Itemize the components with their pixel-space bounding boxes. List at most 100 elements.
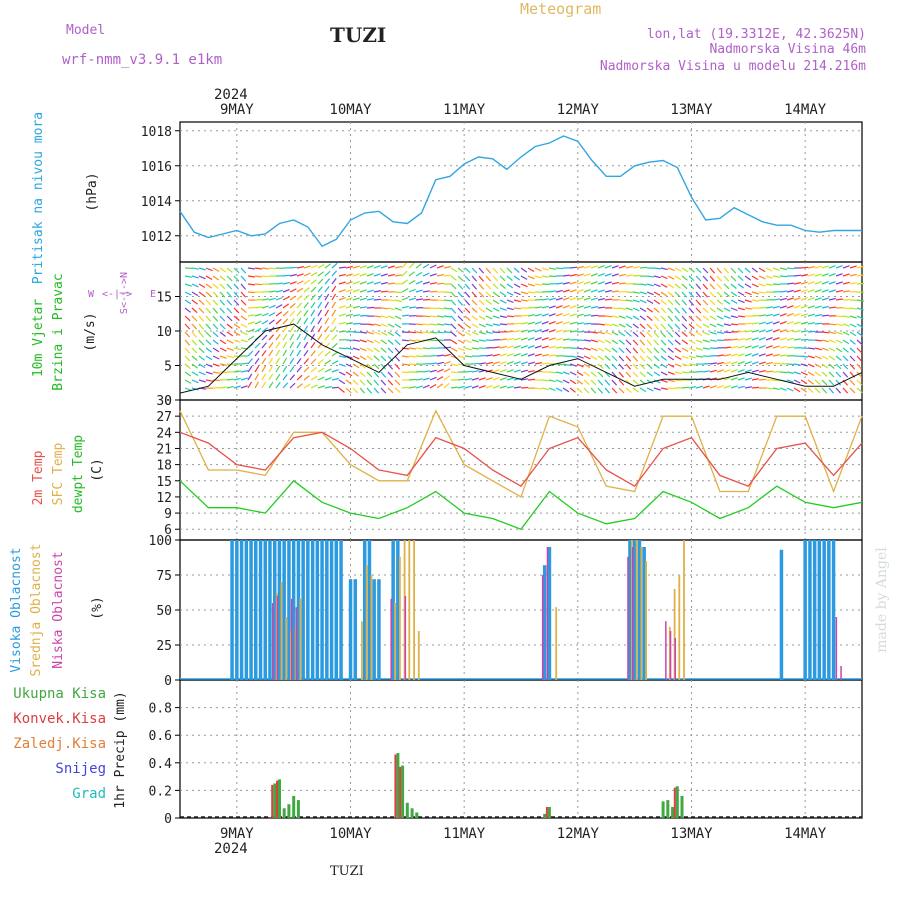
wind-arrow: [387, 339, 394, 345]
wind-arrow: [576, 266, 585, 269]
wind-arrow: [611, 387, 618, 394]
wind-arrow: [499, 291, 507, 297]
wind-arrow: [856, 299, 864, 302]
wind-arrow: [345, 379, 352, 385]
wind-arrow: [737, 330, 746, 333]
wind-arrow: [786, 346, 794, 349]
wind-arrow: [506, 369, 514, 373]
wind-arrow: [688, 323, 695, 330]
wind-arrow: [268, 312, 276, 317]
wind-arrow: [289, 288, 297, 293]
wind-unit: (m/s): [83, 312, 98, 351]
wind-arrow: [849, 355, 856, 362]
wind-arrow: [800, 297, 808, 301]
footer-station: TUZI: [330, 864, 364, 879]
wind-arrow: [737, 315, 745, 318]
wind-arrow: [394, 323, 402, 329]
wind-arrow: [436, 265, 444, 269]
wind-arrow: [401, 270, 408, 277]
wind-arrow: [282, 296, 290, 301]
high-cloud-bar: [827, 540, 831, 680]
wind-arrow: [198, 347, 205, 354]
mid-cloud-bar: [408, 540, 411, 680]
wind-arrow: [191, 315, 198, 322]
wind-arrow: [786, 282, 794, 285]
wind-arrow: [429, 369, 437, 373]
wind-arrow: [646, 363, 653, 370]
wind-arrow: [485, 354, 494, 357]
wind-arrow: [723, 315, 731, 319]
high-cloud-bar: [268, 540, 272, 680]
wind-arrow: [289, 281, 297, 285]
wind-arrow: [604, 363, 611, 370]
wind-arrow: [751, 361, 759, 365]
wind-arrow: [604, 339, 612, 344]
wind-arrow: [275, 289, 283, 293]
wind-arrow: [464, 339, 472, 344]
wind-arrow: [646, 355, 653, 362]
wind-arrow: [324, 386, 333, 389]
wind-arrow: [317, 271, 324, 277]
wind-arrow: [457, 307, 464, 314]
wind-arrow: [373, 315, 381, 318]
wind-arrow: [562, 297, 570, 301]
wind-arrow: [191, 323, 198, 330]
high-cloud-bar: [334, 540, 338, 680]
wind-arrow: [380, 290, 389, 293]
mid-cloud-bar: [275, 593, 278, 680]
tick-label: 1014: [141, 195, 172, 210]
wind-arrow: [842, 355, 849, 362]
wind-arrow: [408, 279, 416, 285]
wind-arrow: [702, 339, 710, 343]
high-cloud-bar: [779, 549, 784, 680]
wind-arrow: [646, 299, 654, 305]
wind-arrow: [597, 281, 605, 285]
wind-arrow: [506, 377, 514, 381]
wind-arrow: [576, 355, 584, 359]
wind-arrow: [464, 315, 471, 322]
wind-arrow: [415, 385, 423, 389]
wind-arrow: [541, 305, 549, 309]
wind-arrow: [317, 359, 324, 365]
wind-arrow: [730, 345, 738, 349]
wind-arrow: [422, 347, 431, 350]
wind-arrow: [653, 315, 660, 322]
wind-arrow: [331, 334, 338, 341]
wind-arrow: [660, 283, 668, 288]
wind-arrow: [730, 369, 738, 373]
wind-arrow: [821, 305, 829, 309]
wind-arrow: [772, 379, 781, 382]
wind-arrow: [282, 281, 290, 285]
wind-arrow: [849, 379, 856, 386]
wind-arrow: [226, 339, 234, 344]
wind-arrow: [674, 275, 682, 281]
wind-arrow: [359, 297, 367, 301]
wind-arrow: [520, 386, 529, 389]
wind-arrow: [485, 331, 494, 334]
wind-arrow: [779, 313, 787, 317]
wind-arrow: [499, 361, 507, 365]
wind-arrow: [317, 385, 325, 389]
wind-arrow: [310, 367, 317, 373]
wind-arrow: [422, 281, 430, 285]
wind-arrow: [765, 313, 773, 317]
wind-arrow: [667, 275, 675, 280]
wind-arrow: [576, 371, 584, 377]
wind-arrow: [576, 322, 585, 325]
wind-arrow: [331, 317, 337, 325]
high-cloud-bar: [372, 579, 376, 680]
wind-arrow: [184, 339, 191, 346]
high-cloud-bar: [310, 540, 315, 680]
wind-arrow: [282, 289, 290, 293]
wind-arrow: [408, 363, 417, 366]
wind-arrow: [590, 273, 598, 277]
wind-arrow: [856, 315, 864, 320]
wind-arrow: [289, 273, 297, 277]
wind-arrow: [415, 331, 423, 334]
wind-arrow: [562, 338, 570, 341]
wind-arrow: [352, 314, 361, 317]
wind-arrow: [261, 298, 269, 301]
wind-arrow: [457, 347, 465, 352]
wind-arrow: [387, 355, 394, 362]
